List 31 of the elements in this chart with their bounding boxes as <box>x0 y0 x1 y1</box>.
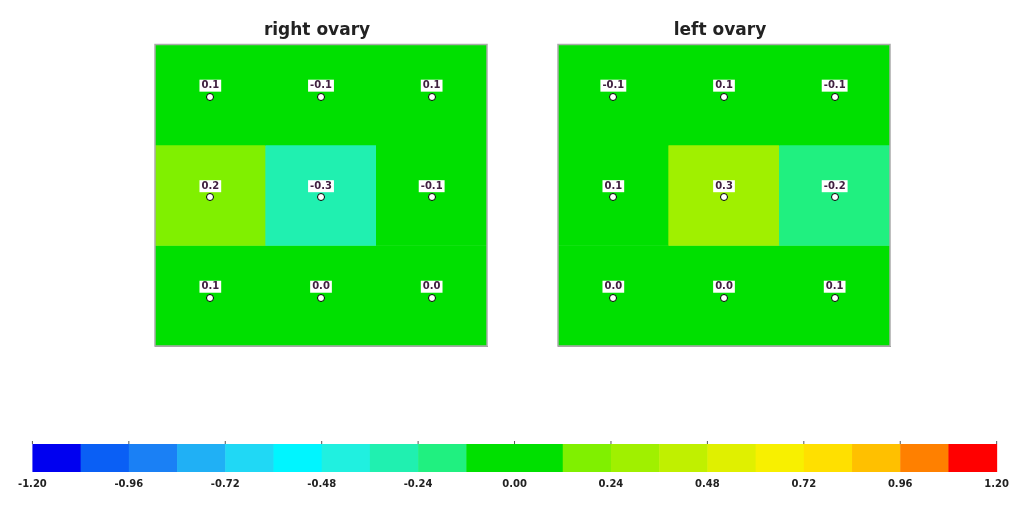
data-label: 0.0 <box>715 280 733 292</box>
data-label: 0.1 <box>201 79 220 91</box>
color-bar-label: 0.72 <box>791 477 817 489</box>
data-label: 0.0 <box>312 280 330 292</box>
data-label: 0.1 <box>825 280 844 292</box>
data-label: 0.1 <box>201 280 220 292</box>
data-label: 0.0 <box>422 280 441 292</box>
color-bar-label: -0.72 <box>210 477 240 489</box>
data-label: 0.3 <box>715 179 733 191</box>
data-label: 0.1 <box>422 79 441 91</box>
data-label: -0.1 <box>823 79 846 91</box>
color-bar-label: 0.48 <box>695 477 720 489</box>
data-label: -0.1 <box>420 179 443 191</box>
color-bar-label: 0.96 <box>887 477 913 489</box>
color-bar-label: 1.20 <box>984 477 1010 489</box>
color-bar-label: 0.24 <box>598 477 624 489</box>
data-label: -0.1 <box>602 79 625 91</box>
color-bar-label: 0.00 <box>502 477 527 489</box>
chart-title: left ovary <box>673 18 767 39</box>
chart-title: right ovary <box>263 18 371 39</box>
data-label: 0.1 <box>715 79 733 91</box>
color-bar-label: -0.48 <box>307 477 337 489</box>
color-bar-label: -1.20 <box>18 477 47 489</box>
data-label: -0.1 <box>310 79 332 91</box>
data-label: 0.2 <box>201 179 220 191</box>
data-label: -0.2 <box>823 179 846 191</box>
data-label: -0.3 <box>310 179 332 191</box>
data-label: 0.1 <box>604 179 623 191</box>
color-bar-label: -0.96 <box>114 477 144 489</box>
color-bar-label: -0.24 <box>403 477 433 489</box>
data-label: 0.0 <box>604 280 623 292</box>
